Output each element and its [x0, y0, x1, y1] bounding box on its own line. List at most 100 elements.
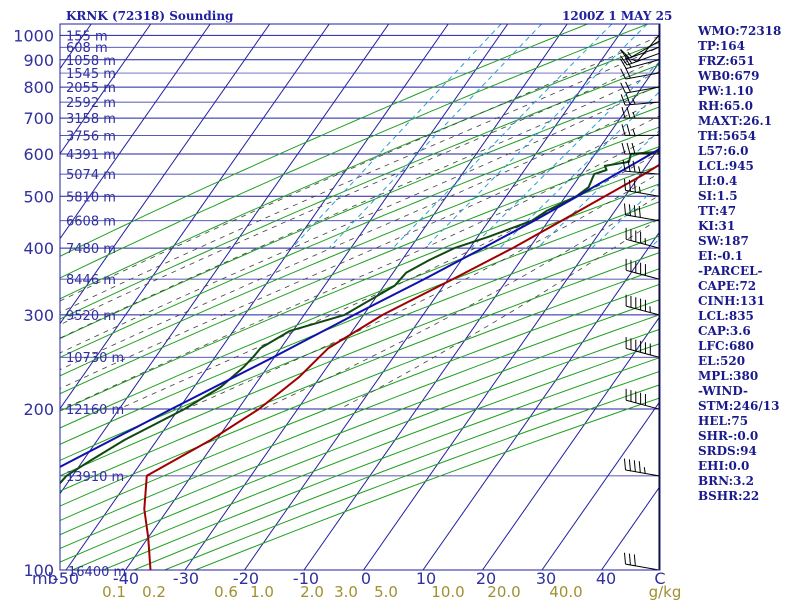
wind-barb-feather	[623, 552, 627, 565]
mixing-ratio-tick-label: 0.6	[214, 583, 238, 600]
moist-adiabat-line	[60, 35, 660, 302]
wind-barb	[621, 124, 659, 136]
wind-barb	[620, 81, 660, 94]
index-entry: CINH:131	[698, 294, 765, 308]
mixing-ratio-tick-label: 0.2	[142, 583, 166, 600]
index-entry: LFC:680	[698, 339, 754, 353]
wind-barb-half-feather	[643, 467, 646, 474]
wind-barb-feather	[626, 142, 631, 155]
isotherm-line	[422, 230, 660, 570]
height-label: 155 m	[66, 29, 108, 44]
temperature-tick-label: 30	[536, 569, 556, 588]
dry-adiabat-line	[60, 24, 649, 279]
wind-barb	[625, 294, 660, 316]
wind-barb-feather	[619, 58, 627, 69]
wind-barb-feather	[622, 159, 626, 172]
wind-barb-feather	[626, 107, 631, 119]
wind-barb-feather	[621, 142, 626, 155]
index-entry: CAPE:72	[698, 279, 757, 293]
height-label: 3158 m	[66, 112, 116, 127]
pressure-label: 700	[23, 109, 54, 128]
height-label: 9520 m	[66, 309, 116, 324]
index-entry: SHR-:0.0	[698, 429, 759, 443]
plot-frame	[59, 23, 661, 571]
wind-barb-feather	[628, 553, 631, 566]
pressure-label: 300	[23, 306, 54, 325]
temperature-tick-label: 0	[361, 569, 371, 588]
isotherm-line	[541, 400, 660, 570]
temperature-tick-label: -40	[113, 569, 139, 588]
dry-adiabat-line	[60, 183, 660, 429]
wind-barb	[625, 227, 660, 249]
wind-barb-feather	[633, 554, 636, 566]
wind-barb-feather	[620, 68, 626, 80]
wind-barb	[631, 35, 660, 62]
height-label: 12160 m	[66, 403, 124, 418]
wind-barb-feather	[625, 93, 631, 105]
wind-barb-feather	[633, 460, 636, 472]
index-entry: TP:164	[698, 39, 746, 53]
dry-adiabat-line	[60, 201, 660, 445]
wind-barb-feather	[623, 178, 627, 191]
dry-adiabat-line	[60, 164, 660, 412]
index-panel: WMO:72318 TP:164 FRZ:651 WB0:679 PW:1.10 RH:6…	[698, 24, 798, 504]
moist-adiabat-line	[62, 132, 660, 410]
wind-barb-feather	[621, 124, 626, 136]
wind-barb-shaft	[626, 305, 660, 316]
height-label: 7480 m	[66, 242, 116, 257]
wind-barb-shaft	[625, 189, 660, 197]
wind-barb	[620, 46, 660, 60]
wind-barb-shaft	[626, 269, 660, 280]
height-label: 6608 m	[66, 215, 116, 230]
mixing-ratio-tick-label: 1.0	[250, 583, 274, 600]
isotherm-line	[60, 24, 152, 155]
wind-barb-shaft	[629, 40, 660, 59]
dry-adiabat-line	[60, 314, 660, 550]
pressure-label: 100	[23, 561, 54, 580]
wind-barb-feather	[624, 53, 633, 64]
temperature-tick-label: -50	[53, 569, 79, 588]
height-label: 4391 m	[66, 148, 116, 163]
height-label: 608 m	[66, 41, 108, 56]
isotherm-line	[60, 24, 330, 410]
index-entry: PW:1.10	[698, 84, 754, 98]
moist-adiabat-line	[262, 194, 660, 410]
height-label: 2055 m	[66, 81, 116, 96]
height-label: 1545 m	[66, 67, 116, 82]
mixing-ratio-line	[591, 183, 660, 249]
dry-adiabat-line	[60, 267, 660, 507]
wind-barb	[620, 52, 660, 66]
wind-barb-shaft	[626, 46, 660, 60]
mixing-ratio-tick-label: 3.0	[334, 583, 358, 600]
wind-barb	[623, 178, 660, 197]
index-entry: WMO:72318	[698, 24, 782, 38]
height-label: 3756 m	[66, 129, 116, 144]
wind-barb-shaft	[626, 238, 660, 249]
station-title: KRNK (72318) Sounding	[66, 9, 234, 23]
index-entry: WB0:679	[698, 69, 760, 83]
wind-barb	[619, 57, 660, 70]
dry-adiabat-line	[60, 63, 660, 320]
wind-barb-feather	[628, 179, 631, 192]
wind-barb-half-feather	[632, 111, 636, 119]
wind-barb-feather	[628, 459, 631, 471]
dry-adiabat-line	[60, 24, 588, 257]
index-entry: LCL:945	[698, 159, 754, 173]
dry-adiabat-line	[60, 106, 660, 358]
wind-barb-feather	[633, 180, 636, 193]
wind-barb-shaft	[625, 214, 660, 222]
wind-barb	[625, 388, 660, 410]
wind-barb-feather	[620, 94, 626, 106]
index-entry: MPL:380	[698, 369, 759, 383]
index-entry: FRZ:651	[698, 54, 755, 68]
mixing-ratio-tick-label: 5.0	[374, 583, 398, 600]
wind-barb-shaft	[625, 72, 660, 80]
wind-barb-layer	[619, 24, 660, 571]
wind-barb-feather	[620, 82, 626, 94]
pressure-unit-label: mb	[32, 569, 58, 588]
wind-barb-shaft	[626, 399, 660, 410]
wind-barb-half-feather	[627, 51, 633, 58]
wind-barb-feather	[631, 142, 636, 155]
index-entry: LI:0.4	[698, 174, 738, 188]
isotherm-line	[60, 24, 211, 240]
